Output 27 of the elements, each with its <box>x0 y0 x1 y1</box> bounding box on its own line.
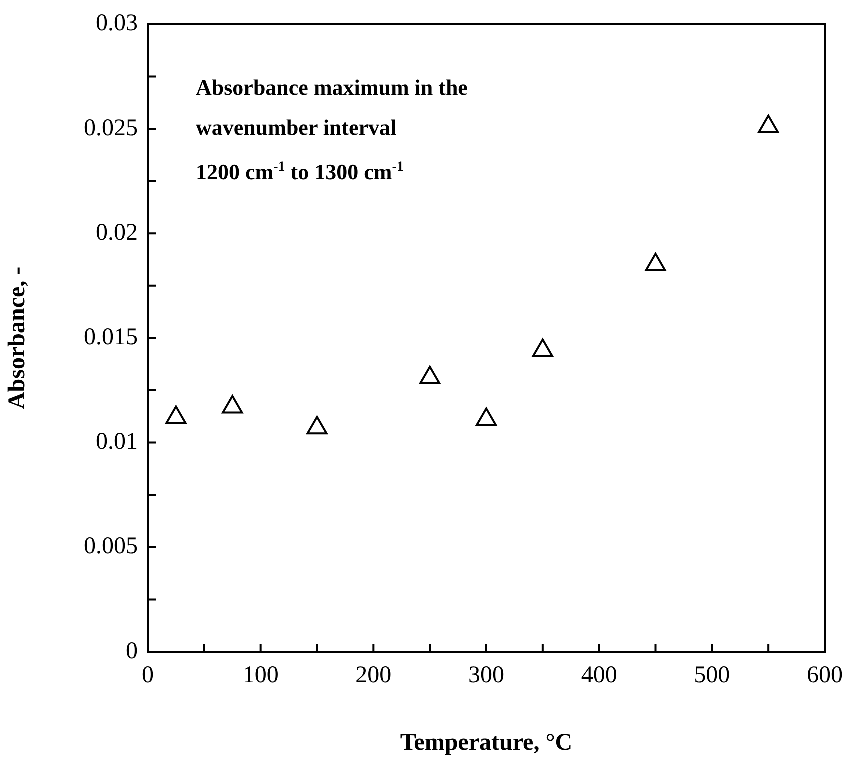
point <box>532 338 554 358</box>
y-tick-label: 0.01 <box>96 429 138 456</box>
annotation: 1200 cm$^{-1}$ to 1300 cm$^{-1}$ <box>196 158 405 186</box>
x-tick-label: 100 <box>242 662 279 689</box>
point <box>645 252 666 272</box>
x-tick-label: 500 <box>694 662 730 689</box>
point <box>306 416 328 435</box>
annotation: wavenumber interval <box>196 114 398 142</box>
x-tick-label: 0 <box>142 662 154 689</box>
annotation: Absorbance maximum in the <box>196 74 468 102</box>
x-tick-label: 200 <box>356 662 392 689</box>
point <box>166 406 187 424</box>
point <box>758 114 780 134</box>
y-tick-label: 0.03 <box>96 10 138 37</box>
x-tick-label: 300 <box>468 662 504 689</box>
y-tick-label: 0 <box>126 638 138 664</box>
y-axis-title: Absorbance, - <box>4 266 31 410</box>
x-tick-label: 600 <box>807 662 843 689</box>
x-tick-label: 400 <box>581 662 618 689</box>
x-axis-title: Temperature, °C <box>400 730 573 756</box>
y-tick-label: 0.02 <box>96 220 138 246</box>
y-tick-label: 0.015 <box>84 324 138 350</box>
point <box>420 366 441 384</box>
y-tick-label: 0.005 <box>84 534 138 560</box>
y-tick-label: 0.025 <box>84 115 138 142</box>
point <box>222 395 244 414</box>
point <box>476 408 498 426</box>
